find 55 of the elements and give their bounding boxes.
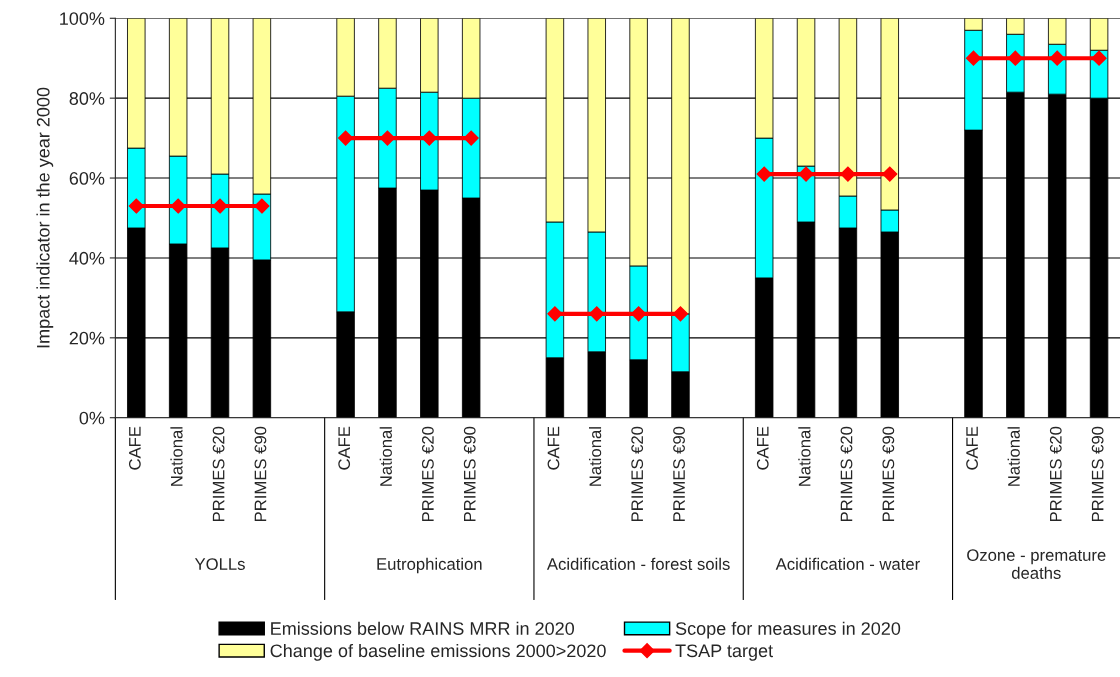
x-tick-label: PRIMES €20	[212, 426, 225, 522]
y-tick-label: 80%	[69, 92, 105, 105]
x-tick-label: CAFE	[128, 426, 141, 470]
point	[589, 306, 605, 322]
x-tick-label: National	[798, 427, 811, 486]
point	[170, 198, 186, 214]
x-tick-label: PRIMES €90	[882, 426, 895, 522]
x-tick-label: National	[379, 427, 392, 486]
point	[798, 166, 814, 182]
text: YOLLs	[194, 558, 245, 570]
point	[212, 198, 228, 214]
text: Acidification - water	[775, 557, 920, 570]
x-tick-label: PRIMES €20	[421, 426, 434, 522]
text: Eutrophication	[377, 557, 482, 574]
point	[672, 306, 689, 322]
x-tick-label: National	[588, 427, 602, 486]
x-tick-label: CAFE	[966, 426, 978, 470]
text: Ozone - premature deaths	[967, 549, 1106, 579]
x-tick-label: National	[1007, 427, 1020, 486]
x-tick-label: CAFE	[756, 426, 769, 470]
point	[421, 130, 437, 146]
y-tick-label: 100%	[60, 12, 105, 25]
legend-label: Change of baseline emissions 2000>2020	[270, 643, 606, 661]
legend-label: TSAP target	[675, 644, 773, 661]
x-tick-label: PRIMES €20	[1049, 426, 1062, 522]
point	[379, 130, 396, 146]
point	[840, 166, 856, 182]
x-tick-label: PRIMES €20	[631, 426, 644, 522]
y-tick-label: 20%	[69, 331, 105, 345]
point	[756, 166, 772, 182]
point	[631, 306, 647, 322]
point	[1049, 50, 1065, 66]
x-tick-label: PRIMES €90	[1091, 426, 1104, 522]
legend-label: Emissions below RAINS MRR in 2020	[271, 621, 575, 635]
x-tick-label: PRIMES €20	[840, 426, 853, 522]
legend-label: Scope for measures in 2020	[675, 621, 901, 639]
point	[254, 198, 270, 214]
point	[547, 306, 563, 322]
y-axis-title: Impact indicator in the year 2000	[36, 87, 54, 348]
point	[463, 130, 479, 146]
y-tick-label: 0%	[79, 411, 105, 425]
point	[338, 130, 354, 146]
text: Acidification - forest soils	[546, 557, 730, 570]
x-tick-label: PRIMES €90	[254, 426, 267, 522]
point	[1091, 50, 1107, 66]
x-tick-label: CAFE	[547, 426, 560, 470]
point	[128, 198, 144, 214]
point	[882, 166, 898, 182]
y-tick-label: 40%	[69, 251, 105, 265]
y-tick-label: 60%	[69, 171, 105, 185]
x-tick-label: PRIMES €90	[463, 426, 476, 522]
x-tick-label: PRIMES €90	[673, 426, 685, 522]
x-tick-label: CAFE	[338, 426, 351, 470]
point	[965, 50, 982, 66]
x-tick-label: National	[170, 427, 183, 486]
